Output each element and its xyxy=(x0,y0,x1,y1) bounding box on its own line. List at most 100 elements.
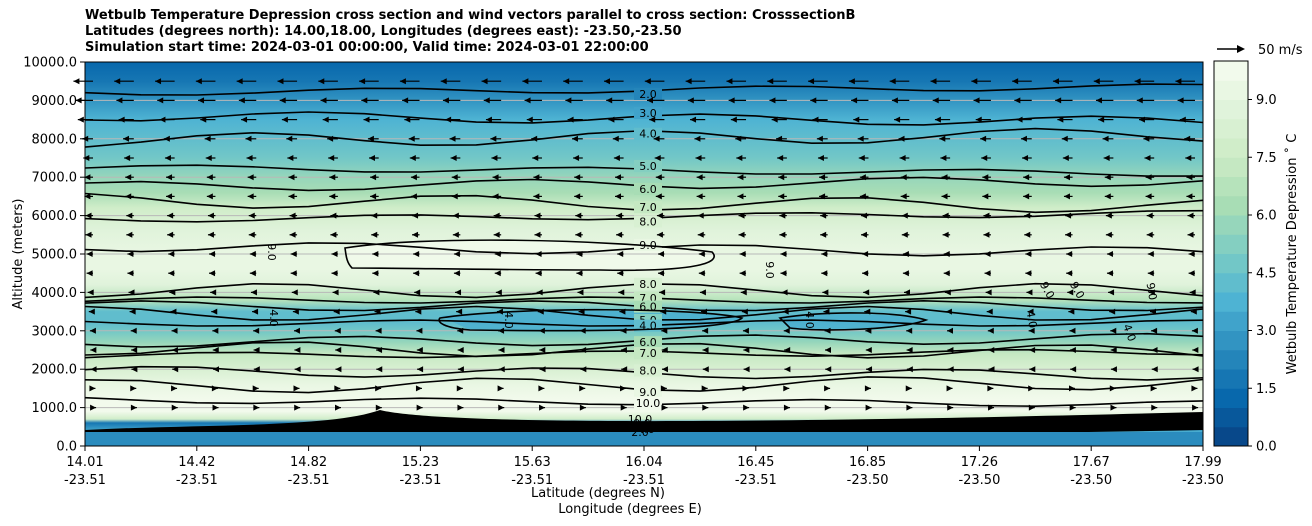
surface-contour-band xyxy=(85,410,1203,436)
colorbar-tick-label: 0.0 xyxy=(1256,440,1277,455)
wind-vector-head xyxy=(249,270,256,277)
wind-vector-head xyxy=(412,231,419,238)
wind-vector-head xyxy=(1134,78,1141,85)
wind-vector-head xyxy=(455,289,462,296)
colorbar-segment xyxy=(1214,61,1248,81)
wind-vector-head xyxy=(1070,366,1077,373)
wind-vector-head xyxy=(906,347,913,353)
wind-vector-head xyxy=(73,78,80,85)
wind-vector-head xyxy=(1105,212,1112,219)
wind-vector-head xyxy=(738,212,745,219)
colorbar-segment xyxy=(1214,195,1248,216)
inline-contour-label: 9.0 xyxy=(265,243,278,261)
contour-line xyxy=(778,312,929,331)
wind-vector-head xyxy=(88,308,95,315)
wind-vector-head xyxy=(656,231,663,238)
wind-vector-head xyxy=(497,385,504,392)
wind-vector-head xyxy=(567,116,574,123)
wind-vector-head xyxy=(576,270,583,277)
wind-vector-head xyxy=(127,251,134,257)
y-tick-label: 4000.0 xyxy=(32,286,78,301)
wind-vector-head xyxy=(905,308,912,315)
wind-vector-head xyxy=(1185,155,1192,161)
wind-vector-head xyxy=(946,385,953,392)
wind-vector-head xyxy=(741,308,748,315)
wind-vector-head xyxy=(375,385,382,392)
wind-vector-head xyxy=(865,327,872,334)
contour-label-bg xyxy=(634,87,662,100)
colorbar-segment xyxy=(1214,138,1248,158)
wind-vector-head xyxy=(1102,135,1109,142)
wind-vector-head xyxy=(450,155,457,161)
wind-vector-head xyxy=(416,404,423,411)
wind-vector-head xyxy=(207,231,214,238)
wind-vector-head xyxy=(698,270,705,277)
wind-vector-head xyxy=(209,251,216,257)
wind-vector-head xyxy=(702,347,709,353)
colorbar-label: Wetbulb Temperature Depression ˚ C xyxy=(1284,134,1300,375)
wind-vector-head xyxy=(1069,347,1076,353)
wind-vector-head xyxy=(1029,366,1036,373)
wind-vector-head xyxy=(1063,193,1070,200)
wind-vector-head xyxy=(699,289,706,296)
wind-vector-head xyxy=(376,366,383,373)
wind-vector-head xyxy=(453,251,460,257)
wind-vector-head xyxy=(1144,155,1151,161)
wind-vector-head xyxy=(329,193,336,200)
wind-vector-head xyxy=(171,327,178,334)
wind-vector-head xyxy=(126,212,133,219)
wind-vector-head xyxy=(942,231,949,238)
surface-contour-label: 4.0 xyxy=(637,423,655,436)
wind-vector-head xyxy=(522,78,529,85)
wind-vector-head xyxy=(848,78,855,85)
wind-vector-head xyxy=(614,193,621,200)
wind-vector-head xyxy=(742,327,749,334)
x-tick-lon: -23.50 xyxy=(847,473,889,488)
wind-vector-head xyxy=(210,289,217,296)
wind-vector-head xyxy=(253,327,260,334)
wind-vector-head xyxy=(851,97,858,104)
wind-vector-head xyxy=(620,347,627,353)
wind-vector-head xyxy=(168,251,175,257)
wind-vector-head xyxy=(415,308,422,315)
wind-vector-head xyxy=(442,97,449,104)
wind-vector-head xyxy=(1146,212,1153,219)
wind-vector-head xyxy=(374,308,381,315)
contour-label: 5.0 xyxy=(639,160,657,173)
wind-vector-head xyxy=(862,251,869,257)
wind-vector-head xyxy=(212,327,219,334)
wind-vector-head xyxy=(1103,155,1110,161)
colorbar-segment xyxy=(1214,388,1248,408)
wind-vector-head xyxy=(209,270,216,277)
wind-vector-head xyxy=(1187,212,1194,219)
wind-vector-head xyxy=(371,231,378,238)
colorbar-tick-label: 1.5 xyxy=(1256,382,1277,397)
wind-vector-head xyxy=(524,97,531,104)
wind-vector-head xyxy=(658,270,665,277)
wind-vector-head xyxy=(211,308,218,315)
wind-vector-head xyxy=(738,231,745,238)
wind-vector-head xyxy=(539,366,546,373)
wind-vector-head xyxy=(85,212,92,219)
wind-vector-head xyxy=(902,270,909,277)
wind-vector-head xyxy=(579,385,586,392)
wind-vector-head xyxy=(90,404,97,411)
contour-label: 2.0 xyxy=(639,88,657,101)
wind-vector-head xyxy=(84,174,91,181)
wind-vector-head xyxy=(533,193,540,200)
wind-vector-head xyxy=(1108,289,1115,296)
wind-vector-head xyxy=(971,78,978,85)
wind-vector-head xyxy=(164,155,171,161)
wind-vector-head xyxy=(810,97,817,104)
wind-vector-head xyxy=(860,212,867,219)
wind-vector-head xyxy=(1149,308,1156,315)
wind-vector-head xyxy=(941,193,948,200)
x-tick-lon: -23.51 xyxy=(623,473,665,488)
vector-key: 50 m/s xyxy=(1217,43,1303,58)
wind-vector-head xyxy=(947,327,954,334)
y-tick-label: 5000.0 xyxy=(32,248,78,263)
wind-vector-head xyxy=(737,174,744,181)
y-tick-label: 8000.0 xyxy=(32,132,78,147)
wind-vector-head xyxy=(335,347,342,353)
chart-title: Wetbulb Temperature Depression cross sec… xyxy=(85,8,855,56)
